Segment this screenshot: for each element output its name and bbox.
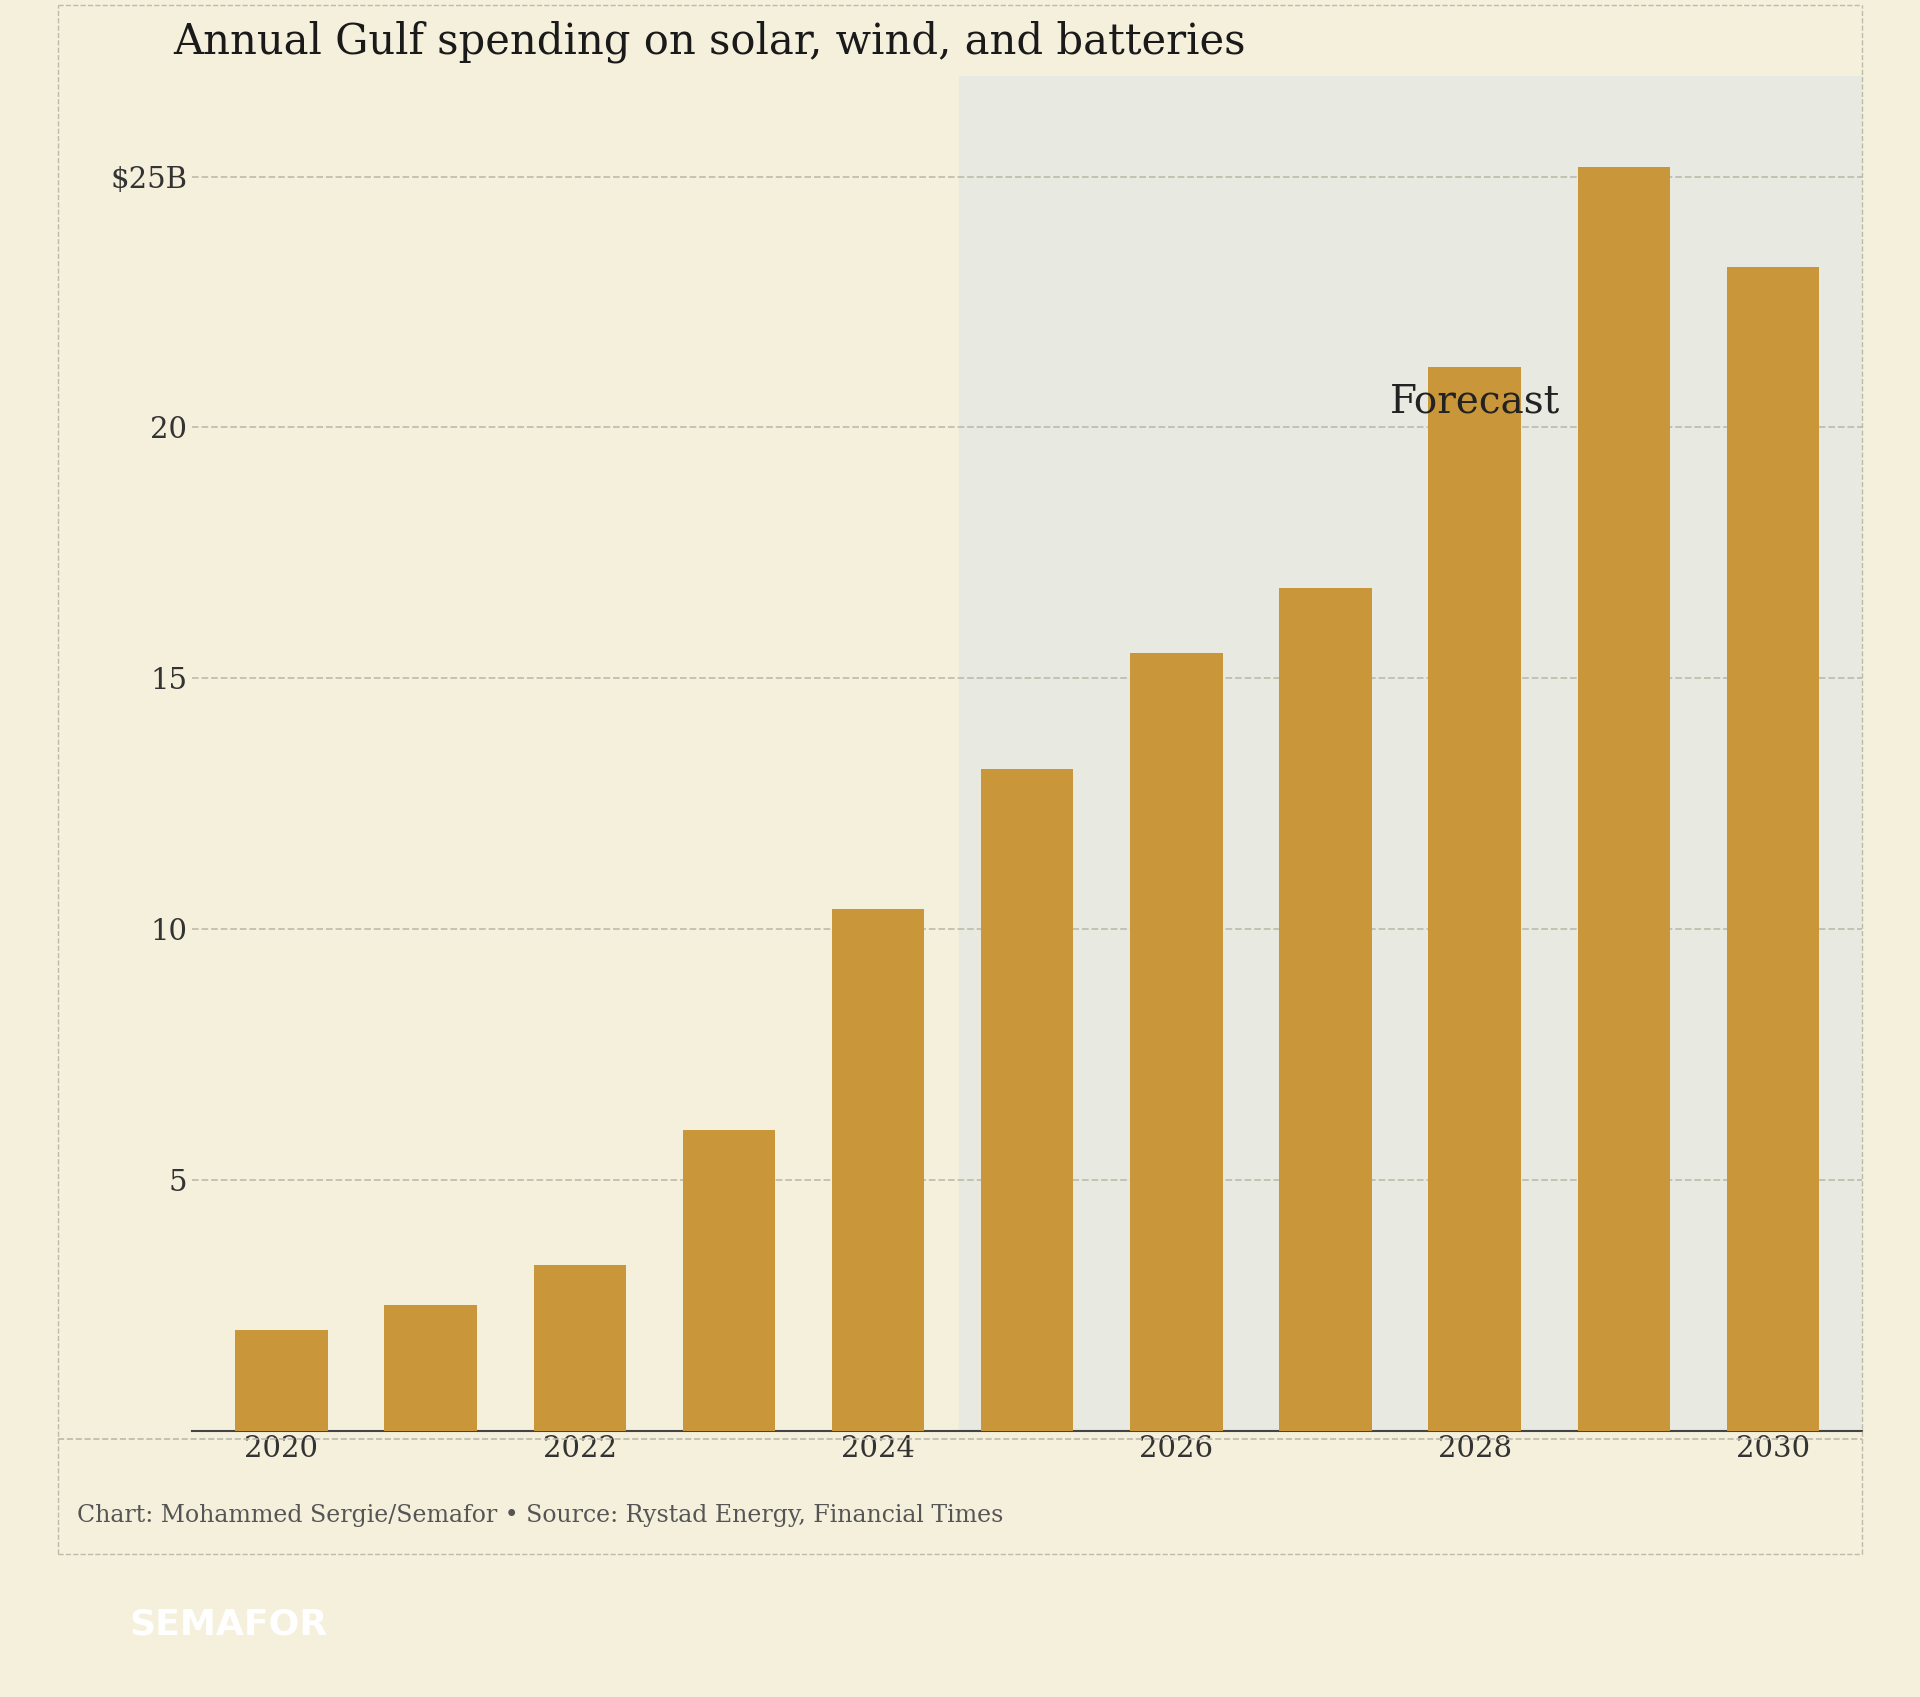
Text: Forecast: Forecast — [1390, 384, 1559, 421]
Bar — [1131, 653, 1223, 1431]
Bar — [1428, 367, 1521, 1431]
Text: Annual Gulf spending on solar, wind, and batteries: Annual Gulf spending on solar, wind, and… — [173, 20, 1246, 63]
Bar — [831, 910, 924, 1431]
Bar — [384, 1305, 476, 1431]
Text: Chart: Mohammed Sergie/Semafor • Source: Rystad Energy, Financial Times: Chart: Mohammed Sergie/Semafor • Source:… — [77, 1504, 1002, 1527]
Bar — [684, 1130, 776, 1431]
Bar — [1279, 587, 1371, 1431]
Bar — [534, 1264, 626, 1431]
Bar — [1578, 166, 1670, 1431]
Text: SEMAFOR: SEMAFOR — [131, 1607, 328, 1641]
Bar — [981, 769, 1073, 1431]
Bar — [236, 1330, 328, 1431]
Bar — [958, 76, 1870, 1431]
Bar — [1726, 266, 1818, 1431]
